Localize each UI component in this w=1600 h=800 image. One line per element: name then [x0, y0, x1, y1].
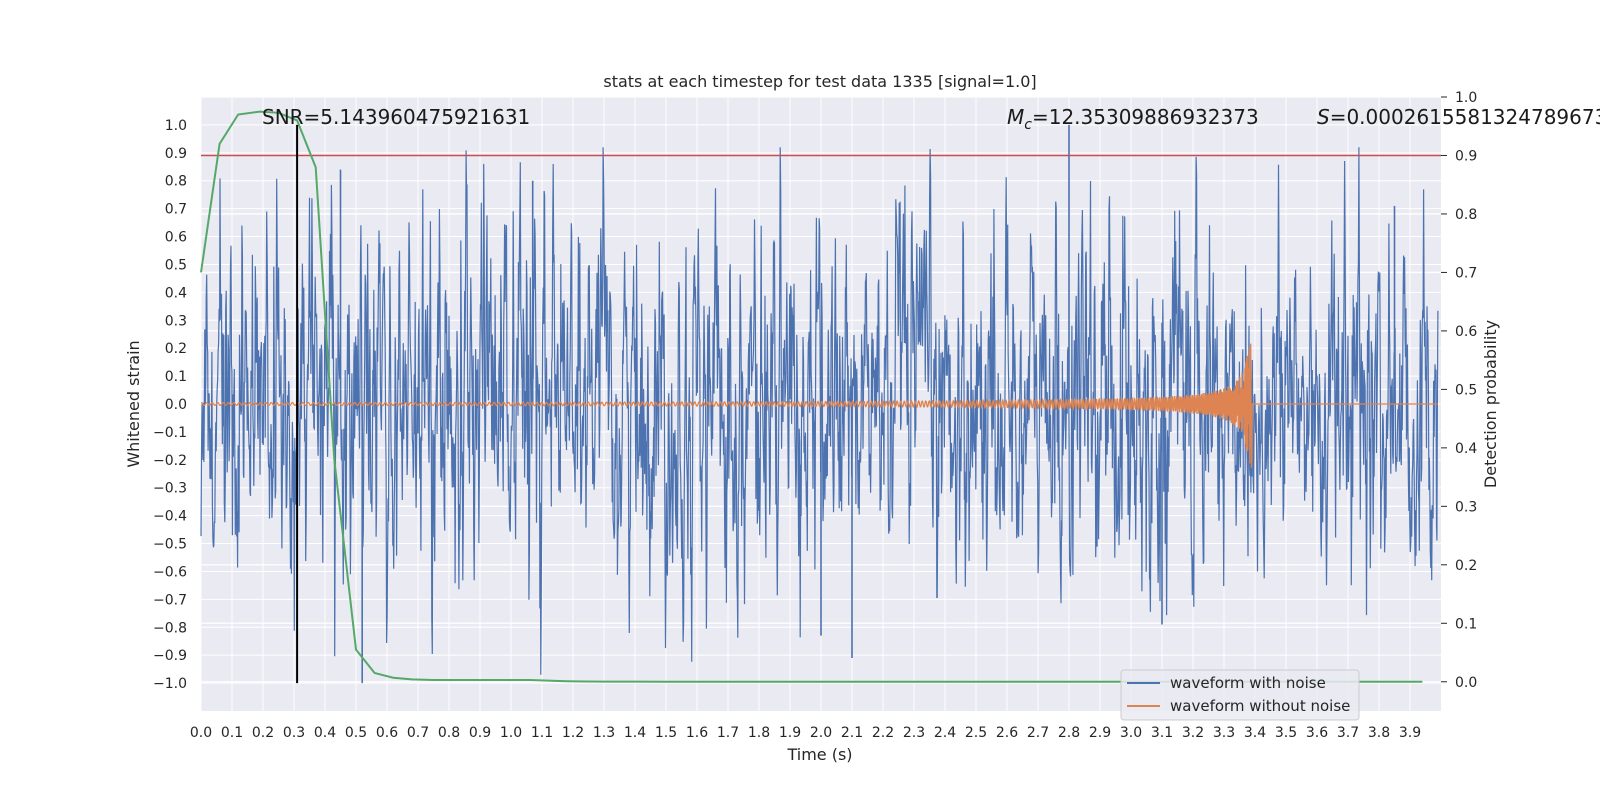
x-tick-label: 2.1 [841, 725, 863, 741]
y-axis-label: Whitened strain [124, 340, 143, 467]
y-tick-label: 0.3 [165, 313, 187, 329]
y-tick-label: 1.0 [165, 118, 187, 134]
x-tick-label: 0.9 [469, 725, 491, 741]
x-tick-label: 1.5 [655, 725, 677, 741]
legend-label-clean: waveform without noise [1170, 697, 1350, 715]
x-tick-label: 2.8 [1058, 725, 1080, 741]
y2-tick-label: 0.6 [1455, 324, 1477, 340]
mc-subscript: c [1024, 117, 1032, 133]
x-tick-label: 0.3 [283, 725, 305, 741]
y-tick-label: 0.2 [165, 341, 187, 357]
y-axis-ticks: 1.0 0.9 0.8 0.7 0.6 0.5 0.4 0.3 0.2 0.1 0.0 −0.1 −0.… [153, 118, 187, 692]
x-axis-ticks: 0.0 0.1 0.2 0.3 0.4 0.5 0.6 0.7 0.8 0.9 1.0 1.1 1.2 1… [190, 725, 1421, 741]
y2-tick-label: 1.0 [1455, 90, 1477, 106]
y2-tick-label: 0.9 [1455, 148, 1477, 164]
x-tick-label: 0.8 [438, 725, 460, 741]
x-tick-label: 3.4 [1244, 725, 1266, 741]
detection-probability-line [200, 110, 1423, 683]
y2-tick-label: 0.2 [1455, 558, 1477, 574]
x-tick-label: 3.8 [1368, 725, 1390, 741]
x-tick-label: 0.5 [345, 725, 367, 741]
legend: waveform with noise waveform without noi… [1120, 669, 1360, 721]
x-tick-label: 2.7 [1027, 725, 1049, 741]
x-tick-label: 2.6 [996, 725, 1018, 741]
legend-label-noisy: waveform with noise [1170, 674, 1326, 692]
x-tick-label: 1.3 [593, 725, 615, 741]
x-tick-label: 2.4 [934, 725, 956, 741]
x-tick-label: 0.2 [252, 725, 274, 741]
chart-title: stats at each timestep for test data 133… [603, 72, 1036, 91]
snr-annotation: SNR=5.143960475921631 [262, 105, 530, 129]
y2-axis-ticks: 1.0 0.9 0.8 0.7 0.6 0.5 0.4 0.3 0.2 0.1 0.0 [1441, 90, 1477, 691]
y2-axis-label: Detection probability [1481, 320, 1500, 488]
y-tick-label: −0.8 [153, 620, 187, 636]
x-tick-label: 3.6 [1306, 725, 1328, 741]
x-tick-label: 1.1 [531, 725, 553, 741]
y2-tick-label: 0.7 [1455, 265, 1477, 281]
x-tick-label: 3.3 [1213, 725, 1235, 741]
waveform-with-noise-series [200, 124, 1439, 684]
y2-tick-label: 0.8 [1455, 207, 1477, 223]
x-tick-label: 2.5 [965, 725, 987, 741]
x-tick-label: 2.9 [1089, 725, 1111, 741]
y-tick-label: −1.0 [153, 676, 187, 692]
y-tick-label: 0.9 [165, 146, 187, 162]
x-tick-label: 2.2 [872, 725, 894, 741]
y-tick-label: 0.8 [165, 174, 187, 190]
y-tick-label: 0.6 [165, 230, 187, 246]
s-value: =0.00026155813247896731 [1330, 105, 1600, 129]
x-tick-label: 1.6 [686, 725, 708, 741]
x-tick-label: 0.7 [407, 725, 429, 741]
y-tick-label: −0.4 [153, 509, 187, 525]
y2-tick-label: 0.1 [1455, 616, 1477, 632]
waveform-with-noise-line [200, 147, 1439, 675]
legend-box [1120, 669, 1360, 721]
x-tick-label: 1.2 [562, 725, 584, 741]
y-tick-label: −0.7 [153, 592, 187, 608]
y2-tick-label: 0.4 [1455, 441, 1477, 457]
x-tick-label: 1.9 [779, 725, 801, 741]
waveform-without-noise-line [200, 343, 1438, 468]
y-tick-label: 0.0 [165, 397, 187, 413]
x-tick-label: 3.5 [1275, 725, 1297, 741]
x-tick-label: 1.0 [500, 725, 522, 741]
y-tick-label: 0.5 [165, 257, 187, 273]
x-tick-label: 1.7 [717, 725, 739, 741]
y-tick-label: 0.1 [165, 369, 187, 385]
x-axis-label: Time (s) [786, 745, 852, 764]
y-tick-label: −0.3 [153, 481, 187, 497]
s-annotation: S=0.00026155813247896731 [1317, 105, 1600, 129]
x-tick-label: 3.7 [1337, 725, 1359, 741]
y2-tick-label: 0.3 [1455, 499, 1477, 515]
x-tick-label: 3.1 [1151, 725, 1173, 741]
y2-tick-label: 0.0 [1455, 675, 1477, 691]
mc-annotation: Mc=12.35309886932373 [1007, 105, 1259, 133]
y-tick-label: −0.2 [153, 453, 187, 469]
mc-symbol: M [1007, 105, 1024, 129]
y-tick-label: 0.4 [165, 285, 187, 301]
x-tick-label: 0.0 [190, 725, 212, 741]
x-tick-label: 0.1 [221, 725, 243, 741]
mc-value: =12.35309886932373 [1032, 105, 1259, 129]
x-tick-label: 3.2 [1182, 725, 1204, 741]
x-tick-label: 0.4 [314, 725, 336, 741]
x-tick-label: 2.0 [810, 725, 832, 741]
y-tick-label: −0.5 [153, 537, 187, 553]
y-tick-label: −0.6 [153, 564, 187, 580]
x-tick-label: 0.6 [376, 725, 398, 741]
x-tick-label: 1.8 [748, 725, 770, 741]
s-symbol: S [1317, 105, 1330, 129]
x-tick-label: 1.4 [624, 725, 646, 741]
x-tick-label: 3.9 [1399, 725, 1421, 741]
y-tick-label: −0.1 [153, 425, 187, 441]
y-tick-label: −0.9 [153, 648, 187, 664]
x-tick-label: 3.0 [1120, 725, 1142, 741]
x-tick-label: 2.3 [903, 725, 925, 741]
y2-tick-label: 0.5 [1455, 382, 1477, 398]
y-tick-label: 0.7 [165, 202, 187, 218]
